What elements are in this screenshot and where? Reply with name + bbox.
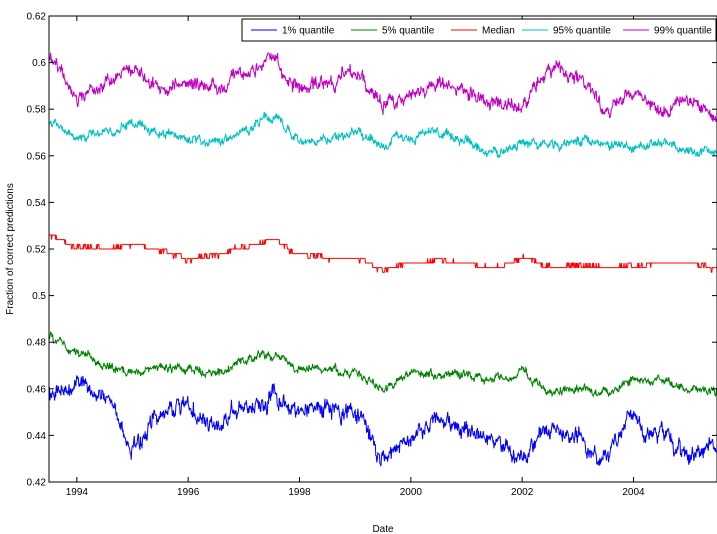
y-tick-label: 0.42 — [27, 478, 47, 489]
legend-label: 5% quantile — [382, 26, 435, 37]
axes: 0.42 0.44 0.46 0.48 0.5 0.52 0.54 0.56 0.58 0.6 0.… — [27, 12, 717, 498]
x-tick-label: 2000 — [400, 487, 423, 498]
series-line — [48, 375, 717, 467]
legend-label: 95% quantile — [553, 26, 611, 37]
y-axis-title: Fraction of correct predictions — [5, 183, 16, 315]
x-tick-label: 2002 — [511, 487, 534, 498]
y-tick-label: 0.54 — [27, 198, 47, 209]
legend-label: 1% quantile — [282, 26, 335, 37]
y-tick-label: 0.56 — [27, 151, 47, 162]
y-tick-label: 0.62 — [27, 12, 47, 23]
x-axis-title: Date — [372, 524, 394, 534]
x-tick-label: 1998 — [288, 487, 311, 498]
y-tick-label: 0.46 — [27, 384, 47, 395]
y-tick-label: 0.44 — [27, 431, 47, 442]
series-line — [48, 52, 717, 122]
y-tick-label: 0.5 — [32, 291, 46, 302]
x-tick-label: 1994 — [66, 487, 89, 498]
legend-label: Median — [482, 26, 515, 37]
y-tick-label: 0.6 — [32, 58, 46, 69]
series-line — [48, 331, 717, 398]
y-tick-label: 0.52 — [27, 245, 47, 256]
series-line — [48, 111, 717, 158]
y-tick-label: 0.48 — [27, 338, 47, 349]
plot-series — [48, 52, 717, 467]
legend: 1% quantile 5% quantile Median 95% quantile… — [241, 18, 717, 42]
x-tick-label: 1996 — [177, 487, 200, 498]
series-line — [49, 234, 717, 273]
y-tick-label: 0.58 — [27, 105, 47, 116]
legend-label: 99% quantile — [654, 26, 712, 37]
x-tick-label: 2004 — [622, 487, 645, 498]
legend-box — [241, 18, 717, 42]
